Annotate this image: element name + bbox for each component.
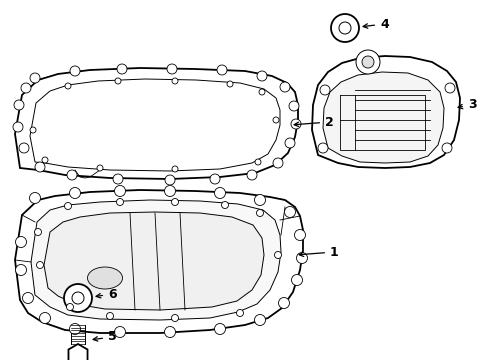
Circle shape: [23, 292, 33, 303]
Circle shape: [29, 193, 41, 203]
Polygon shape: [312, 56, 460, 168]
Circle shape: [362, 56, 374, 68]
Circle shape: [217, 65, 227, 75]
Circle shape: [292, 274, 302, 285]
Circle shape: [273, 117, 279, 123]
Text: 2: 2: [294, 116, 334, 129]
Circle shape: [70, 324, 80, 334]
Circle shape: [237, 310, 244, 316]
Circle shape: [30, 73, 40, 83]
Polygon shape: [44, 212, 264, 310]
Circle shape: [67, 303, 74, 310]
Circle shape: [274, 252, 281, 258]
Circle shape: [210, 174, 220, 184]
Circle shape: [14, 100, 24, 110]
Circle shape: [331, 14, 359, 42]
Circle shape: [291, 119, 301, 129]
Circle shape: [21, 83, 31, 93]
Circle shape: [356, 50, 380, 74]
Circle shape: [318, 143, 328, 153]
Circle shape: [215, 188, 225, 198]
Circle shape: [257, 71, 267, 81]
Circle shape: [172, 78, 178, 84]
Circle shape: [70, 188, 80, 198]
Circle shape: [40, 312, 50, 324]
Circle shape: [65, 202, 72, 210]
Circle shape: [64, 284, 92, 312]
Circle shape: [296, 252, 308, 264]
Polygon shape: [323, 72, 444, 163]
Circle shape: [172, 198, 178, 206]
Circle shape: [19, 143, 29, 153]
Circle shape: [16, 265, 26, 275]
Circle shape: [445, 83, 455, 93]
Circle shape: [294, 230, 305, 240]
Circle shape: [16, 237, 26, 248]
Circle shape: [259, 89, 265, 95]
Circle shape: [289, 101, 299, 111]
Circle shape: [36, 261, 44, 269]
Circle shape: [278, 297, 290, 309]
Polygon shape: [15, 68, 298, 179]
Circle shape: [254, 315, 266, 325]
Circle shape: [117, 64, 127, 74]
Ellipse shape: [88, 267, 122, 289]
Circle shape: [280, 82, 290, 92]
Circle shape: [165, 185, 175, 197]
Polygon shape: [31, 200, 281, 320]
Circle shape: [97, 165, 103, 171]
Circle shape: [273, 158, 283, 168]
Polygon shape: [30, 79, 280, 171]
Circle shape: [113, 174, 123, 184]
Text: 1: 1: [299, 246, 339, 258]
Polygon shape: [15, 190, 303, 333]
Text: 4: 4: [363, 18, 389, 31]
Circle shape: [106, 312, 114, 320]
Circle shape: [70, 66, 80, 76]
Circle shape: [227, 81, 233, 87]
Circle shape: [255, 159, 261, 165]
Circle shape: [35, 162, 45, 172]
Circle shape: [320, 85, 330, 95]
Circle shape: [172, 315, 178, 321]
Circle shape: [65, 83, 71, 89]
Circle shape: [115, 327, 125, 338]
Circle shape: [256, 210, 264, 216]
Circle shape: [285, 138, 295, 148]
Text: 3: 3: [458, 99, 477, 112]
Circle shape: [254, 194, 266, 206]
Circle shape: [115, 185, 125, 197]
Circle shape: [13, 122, 23, 132]
Circle shape: [117, 198, 123, 206]
Circle shape: [247, 170, 257, 180]
Polygon shape: [69, 344, 88, 360]
Circle shape: [67, 170, 77, 180]
Circle shape: [215, 324, 225, 334]
Circle shape: [442, 143, 452, 153]
Circle shape: [339, 22, 351, 34]
Circle shape: [167, 64, 177, 74]
Circle shape: [115, 78, 121, 84]
Circle shape: [34, 229, 42, 235]
Circle shape: [285, 207, 295, 217]
Circle shape: [165, 327, 175, 338]
Text: 6: 6: [96, 288, 117, 301]
Circle shape: [165, 175, 175, 185]
Circle shape: [172, 166, 178, 172]
Circle shape: [72, 292, 84, 304]
Text: 5: 5: [93, 330, 117, 343]
Circle shape: [30, 127, 36, 133]
Circle shape: [42, 157, 48, 163]
Circle shape: [221, 202, 228, 208]
